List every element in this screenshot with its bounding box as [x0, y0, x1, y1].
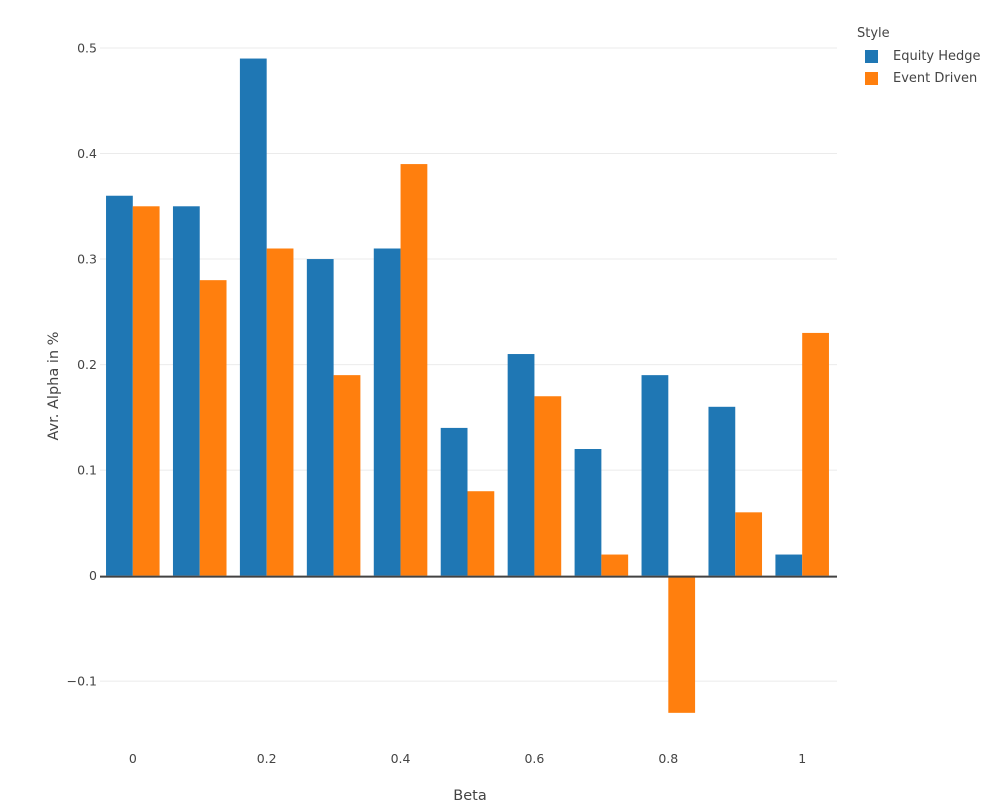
bar-event-driven	[199, 280, 227, 576]
legend-item-label: Equity Hedge	[893, 48, 981, 64]
bar-equity-hedge	[641, 375, 669, 576]
x-axis-title: Beta	[453, 788, 486, 804]
bar-event-driven	[266, 248, 294, 576]
bar-equity-hedge	[708, 406, 736, 576]
x-tick-label: 0	[129, 751, 137, 766]
bar-layer	[106, 58, 829, 713]
x-tick-label: 0.6	[524, 751, 544, 766]
bar-event-driven	[400, 164, 428, 576]
x-tick-label: 0.2	[257, 751, 277, 766]
x-tick-label: 1	[798, 751, 806, 766]
bar-event-driven	[132, 206, 160, 576]
bar-event-driven	[735, 512, 763, 576]
bar-event-driven	[668, 575, 696, 713]
bar-equity-hedge	[440, 427, 468, 576]
event-driven-swatch-icon	[865, 71, 878, 85]
y-tick-label: 0.5	[77, 40, 97, 55]
bar-event-driven	[467, 491, 495, 576]
legend-item-equity-hedge[interactable]: Equity Hedge	[856, 45, 981, 67]
y-tick-label: 0	[89, 568, 97, 583]
x-tick-label: 0.8	[658, 751, 678, 766]
legend: Style Equity Hedge Event Driven	[856, 26, 981, 89]
bar-equity-hedge	[106, 195, 133, 576]
legend-title: Style	[857, 26, 890, 41]
bar-equity-hedge	[775, 554, 803, 576]
legend-item-event-driven[interactable]: Event Driven	[856, 67, 981, 89]
y-tick-label: 0.1	[77, 463, 97, 478]
y-tick-label: 0.4	[77, 146, 97, 161]
bar-equity-hedge	[507, 354, 535, 576]
bar-equity-hedge	[373, 248, 401, 576]
bar-event-driven	[333, 375, 361, 576]
legend-item-label: Event Driven	[893, 70, 978, 86]
equity-hedge-swatch-icon	[865, 49, 878, 63]
bar-event-driven	[601, 554, 629, 576]
axis-layer: −0.1 0 0.1 0.2 0.3 0.4 0.5 0 0.2 0.4 0.6 0.8 1	[67, 40, 837, 766]
y-tick-label: 0.3	[77, 252, 97, 267]
bar-equity-hedge	[172, 206, 200, 576]
bar-event-driven	[534, 396, 562, 576]
bar-equity-hedge	[306, 259, 334, 576]
bar-equity-hedge	[574, 449, 602, 576]
bar-equity-hedge	[239, 58, 267, 576]
x-tick-label: 0.4	[391, 751, 411, 766]
y-tick-label: −0.1	[67, 674, 97, 689]
y-axis-title: Avr. Alpha in %	[46, 332, 62, 441]
y-tick-label: 0.2	[77, 357, 97, 372]
bar-event-driven	[802, 332, 829, 576]
